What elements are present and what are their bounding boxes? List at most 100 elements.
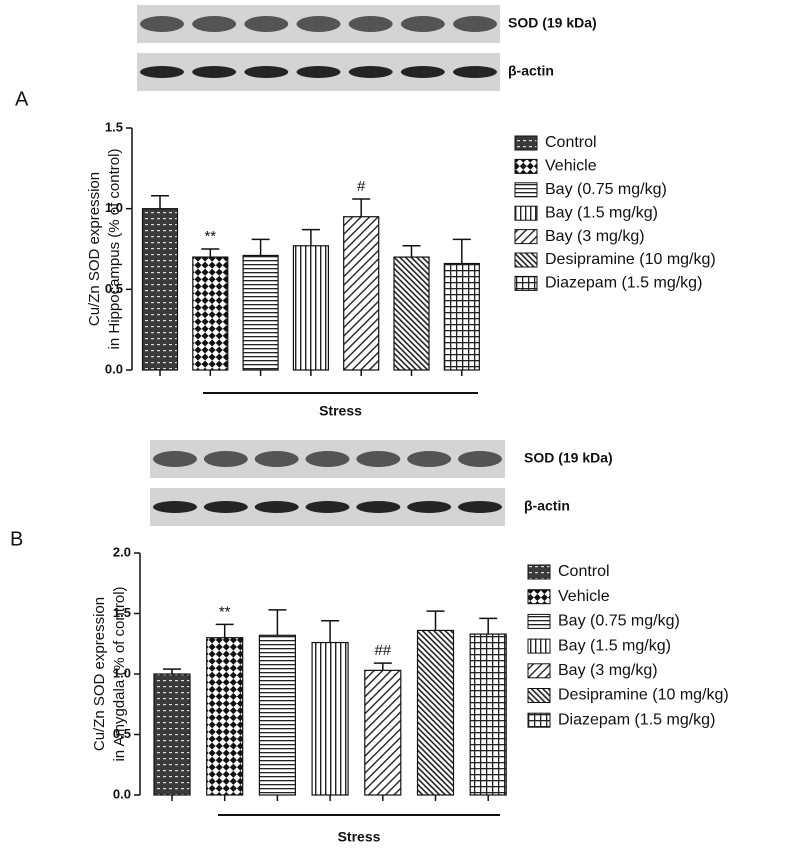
blot-band xyxy=(140,16,184,32)
panel-label: B xyxy=(10,528,23,550)
error-bar xyxy=(321,620,340,643)
bar xyxy=(343,216,380,371)
y-axis-label: in Amygdala (% of control) xyxy=(111,586,128,761)
blot-band xyxy=(458,451,502,467)
blot-band xyxy=(453,16,497,32)
y-axis-label: Cu/Zn SOD expression xyxy=(86,172,103,326)
panel-label: A xyxy=(15,88,29,110)
bar xyxy=(393,256,430,371)
legend-swatch xyxy=(527,638,551,654)
legend-label: Desipramine (10 mg/kg) xyxy=(558,687,729,704)
legend-label: Bay (1.5 mg/kg) xyxy=(558,637,671,654)
error-bar xyxy=(163,668,181,674)
y-axis-label: Cu/Zn SOD expression xyxy=(91,597,108,751)
legend-label: Diazepam (1.5 mg/kg) xyxy=(545,275,702,292)
bar xyxy=(206,637,244,796)
legend-label: Bay (3 mg/kg) xyxy=(545,228,645,245)
legend-swatch xyxy=(527,589,551,605)
legend-swatch xyxy=(514,229,538,245)
blot-band xyxy=(400,66,445,78)
legend-label: Bay (0.75 mg/kg) xyxy=(558,613,680,630)
y-tick-label: 0.0 xyxy=(105,361,123,376)
blot-band xyxy=(244,66,289,78)
error-bar xyxy=(251,238,270,256)
error-bar xyxy=(426,610,445,631)
legend-swatch xyxy=(514,158,538,174)
significance-label: # xyxy=(357,178,366,195)
significance-label: ** xyxy=(219,603,231,620)
legend-swatch xyxy=(514,275,538,291)
y-tick-label: 1.0 xyxy=(105,200,123,215)
blot-band xyxy=(296,66,341,78)
error-bar xyxy=(479,617,498,635)
y-tick-label: 0.5 xyxy=(105,281,123,296)
error-bar xyxy=(201,248,220,258)
blot-band xyxy=(192,16,237,32)
blot-label: β-actin xyxy=(508,63,554,79)
legend-swatch xyxy=(527,688,551,703)
bar xyxy=(292,245,329,371)
bar xyxy=(311,641,349,796)
blot-band xyxy=(296,16,341,32)
blot-band xyxy=(192,66,237,78)
error-bar xyxy=(373,662,392,671)
error-bar xyxy=(268,609,287,636)
error-bar xyxy=(215,623,234,638)
y-tick-label: 0.0 xyxy=(113,786,131,801)
legend-swatch xyxy=(514,252,538,268)
legend-swatch xyxy=(514,205,538,221)
blot-band xyxy=(203,501,248,513)
blot-label: SOD (19 kDa) xyxy=(524,450,613,466)
error-bar xyxy=(402,245,421,258)
blot-band xyxy=(356,501,401,513)
error-bar xyxy=(352,198,371,217)
y-tick-label: 1.5 xyxy=(105,119,123,134)
blot-band xyxy=(400,16,445,32)
blot-band xyxy=(305,451,350,467)
y-tick-label: 0.5 xyxy=(113,726,131,741)
blot-band xyxy=(407,501,452,513)
blot-band xyxy=(254,451,299,467)
legend-label: Diazepam (1.5 mg/kg) xyxy=(558,711,715,728)
blot-label: β-actin xyxy=(524,498,570,514)
significance-label: ## xyxy=(374,642,391,659)
legend-swatch xyxy=(514,182,538,198)
blot-band xyxy=(348,66,393,78)
bar xyxy=(192,256,229,371)
bar xyxy=(416,629,455,796)
error-bar xyxy=(452,238,471,264)
error-bar xyxy=(301,228,320,246)
blot-band xyxy=(356,451,401,467)
bar xyxy=(153,673,191,796)
bar xyxy=(141,208,179,371)
blot-band xyxy=(407,451,452,467)
legend-swatch xyxy=(527,712,551,728)
y-tick-label: 1.0 xyxy=(113,665,131,680)
y-axis-label: in Hippocampus (% of control) xyxy=(106,149,123,350)
y-tick-label: 1.5 xyxy=(113,605,131,620)
legend-label: Vehicle xyxy=(545,158,597,175)
bar xyxy=(469,633,507,796)
blot-band xyxy=(458,501,502,513)
legend-label: Bay (3 mg/kg) xyxy=(558,662,658,679)
legend-label: Desipramine (10 mg/kg) xyxy=(545,251,716,268)
blot-band xyxy=(140,66,184,78)
legend-swatch xyxy=(527,613,551,629)
legend-label: Control xyxy=(558,563,610,580)
blot-band xyxy=(305,501,350,513)
blot-label: SOD (19 kDa) xyxy=(508,15,597,31)
blot-band xyxy=(153,501,197,513)
bar xyxy=(242,254,279,371)
legend-swatch xyxy=(527,564,551,580)
blot-band xyxy=(254,501,299,513)
error-bar xyxy=(151,195,169,209)
bar xyxy=(364,669,402,796)
legend-label: Vehicle xyxy=(558,588,610,605)
legend-label: Control xyxy=(545,134,597,151)
significance-label: ** xyxy=(204,228,216,245)
blot-band xyxy=(244,16,289,32)
legend-swatch xyxy=(527,663,551,679)
legend-label: Bay (1.5 mg/kg) xyxy=(545,204,658,221)
bar xyxy=(443,262,480,371)
